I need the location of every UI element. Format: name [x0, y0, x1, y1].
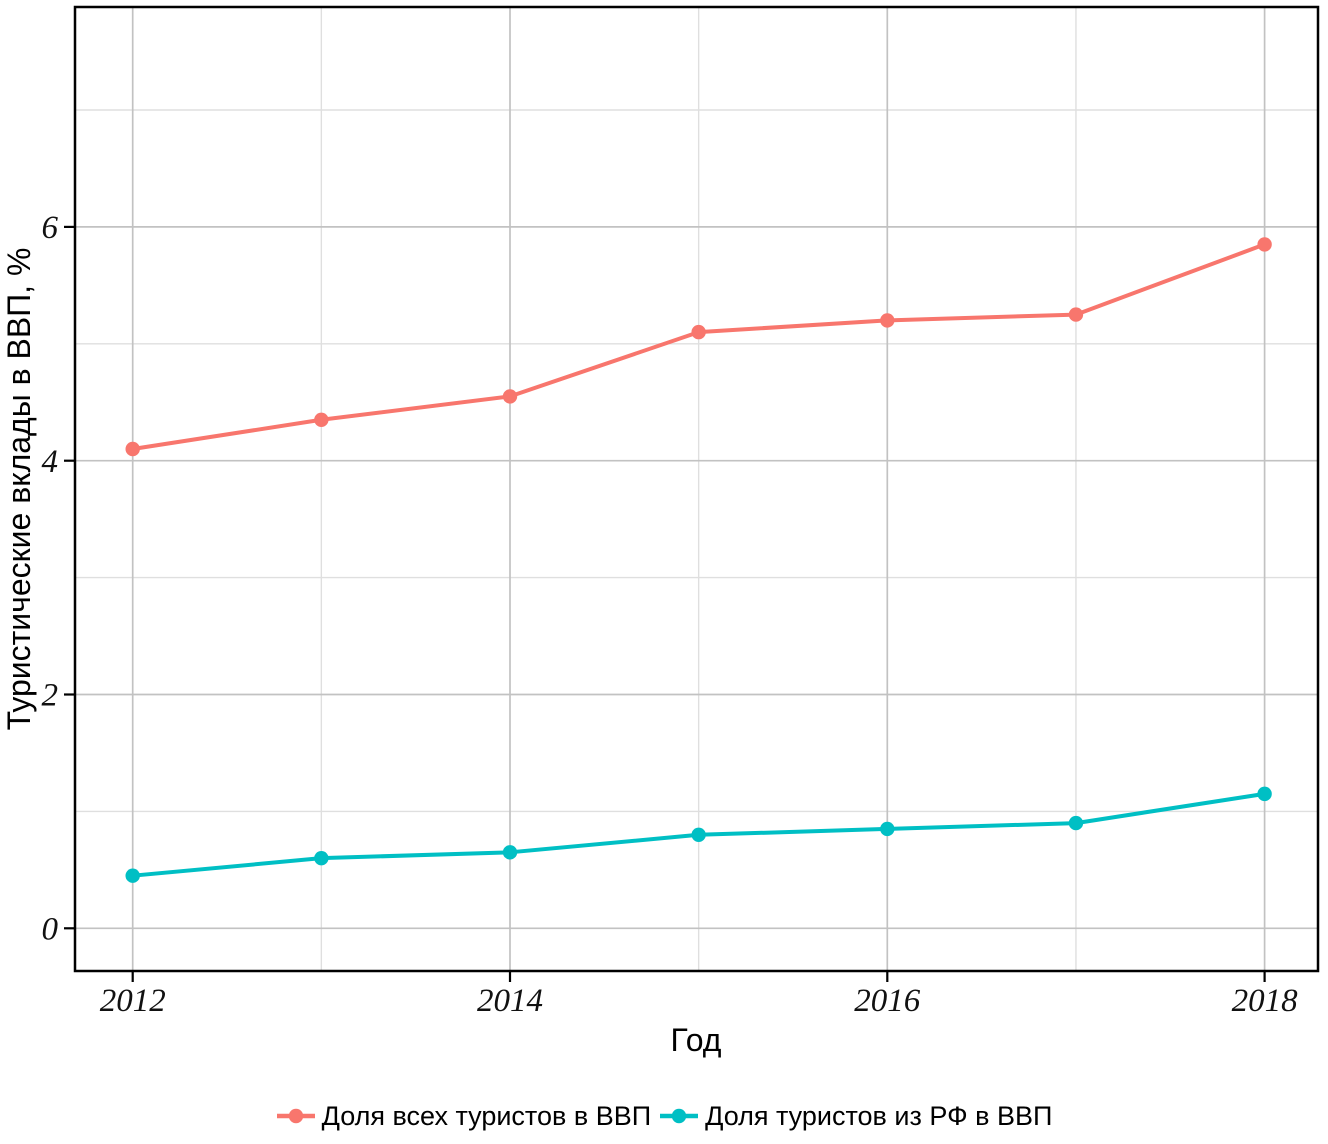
y-tick-label: 4 [42, 444, 59, 480]
data-point [1257, 237, 1272, 252]
legend-item: Доля всех туристов в ВВП [276, 1100, 652, 1132]
grid-layer [75, 7, 1318, 971]
data-point [1257, 786, 1272, 802]
legend: Доля всех туристов в ВВП Доля туристов из… [0, 1088, 1328, 1144]
legend-label: Доля туристов из РФ в ВВП [705, 1100, 1053, 1131]
y-axis-title: Туристические вклады в ВВП, % [1, 248, 37, 731]
data-point [1068, 307, 1084, 322]
legend-key-point [288, 1108, 303, 1124]
data-point [880, 821, 895, 837]
data-point [125, 441, 140, 457]
legend-key-point [671, 1108, 687, 1124]
data-point [502, 389, 518, 404]
y-tick-label: 2 [42, 678, 59, 714]
legend-item: Доля туристов из РФ в ВВП [659, 1101, 1052, 1132]
series-layer [125, 237, 1272, 883]
legend-key-icon [660, 1108, 699, 1124]
legend-key-icon [276, 1108, 315, 1124]
x-tick-label: 2014 [477, 983, 543, 1019]
y-tick-label: 6 [42, 210, 59, 246]
panel-border [73, 5, 1320, 973]
x-axis-title: Год [671, 1022, 722, 1058]
data-point [691, 324, 706, 340]
data-point [314, 412, 329, 427]
data-point [691, 827, 706, 842]
y-tick-label: 0 [42, 912, 59, 948]
x-tick-label: 2012 [100, 983, 166, 1019]
data-point [125, 868, 140, 883]
x-tick-label: 2016 [854, 983, 921, 1019]
data-point [502, 845, 518, 860]
data-point [314, 850, 329, 866]
chart-canvas: 2012 2014 2016 2018 0 2 4 6 Год Туристические в… [1, 5, 1320, 1058]
x-tick-label: 2018 [1232, 983, 1299, 1019]
data-point [880, 313, 895, 328]
data-point [1068, 815, 1084, 831]
tick-label-layer: 2012 2014 2016 2018 0 2 4 6 [42, 210, 1299, 1019]
legend-label: Доля всех туристов в ВВП [321, 1100, 652, 1131]
tick-layer [64, 225, 1266, 982]
